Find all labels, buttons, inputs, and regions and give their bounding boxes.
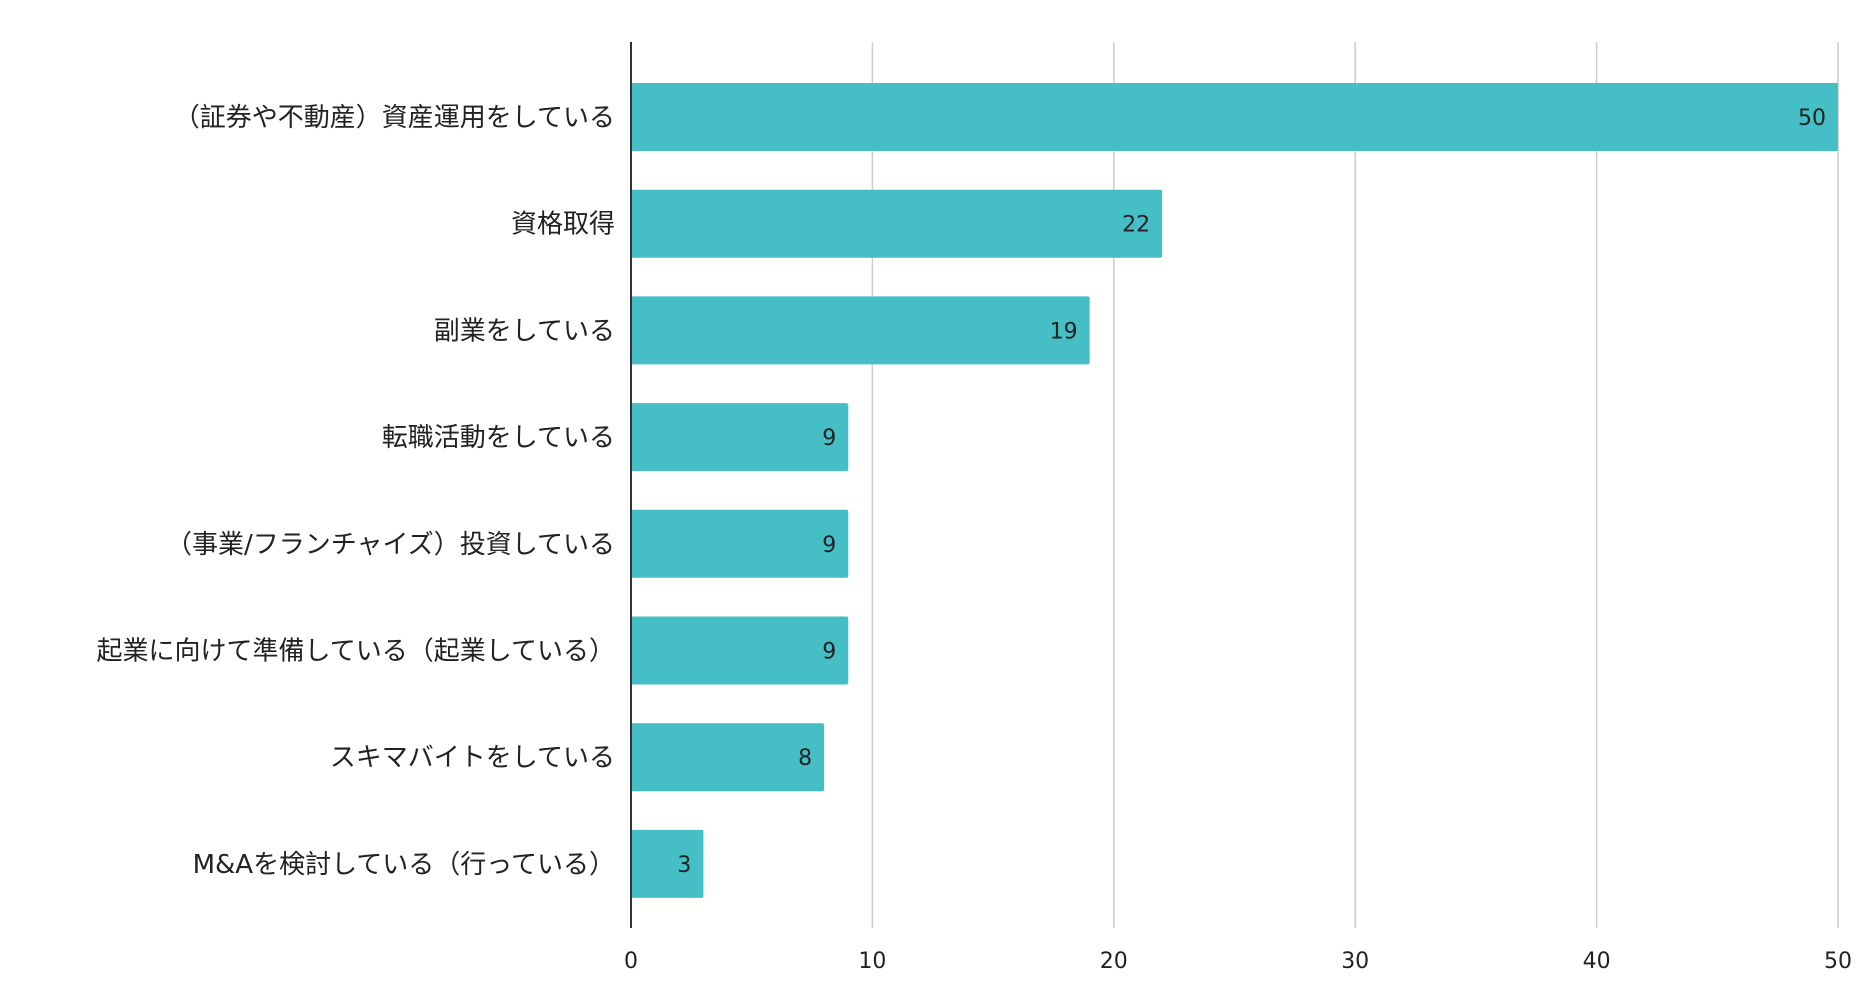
x-tick-label: 50	[1824, 949, 1852, 974]
gridlines	[871, 42, 1839, 928]
bar-value-label: 19	[1050, 319, 1078, 344]
x-tick-label: 20	[1100, 949, 1128, 974]
category-label: （証券や不動産）資産運用をしている	[174, 103, 615, 133]
bar-value-label: 3	[677, 853, 691, 878]
bar-value-label: 50	[1798, 106, 1826, 131]
category-label: M&Aを検討している（行っている）	[193, 850, 615, 880]
bar	[631, 296, 1090, 365]
bar-value-label: 22	[1122, 213, 1150, 238]
bar	[631, 509, 849, 578]
bar	[631, 829, 704, 898]
bar	[631, 189, 1163, 258]
x-tick-label: 0	[624, 949, 638, 974]
category-label: 資格取得	[511, 210, 615, 240]
category-label: 転職活動をしている	[382, 423, 615, 453]
category-label: スキマバイトをしている	[330, 743, 615, 773]
bar-value-label: 9	[822, 640, 836, 665]
bar-value-label: 8	[798, 746, 812, 771]
bar-value-label: 9	[822, 533, 836, 558]
bar	[631, 723, 825, 792]
bar	[631, 403, 849, 472]
bar-value-label: 9	[822, 426, 836, 451]
bar	[631, 616, 849, 685]
x-tick-label: 30	[1341, 949, 1369, 974]
labels: 0 10 20 30 40 50 50 （証券や不動産）資産運用をしている 22 資格取得 19 副業…	[97, 103, 1852, 974]
x-tick-label: 10	[858, 949, 886, 974]
category-label: 起業に向けて準備している（起業している）	[97, 637, 615, 667]
bar	[631, 83, 1838, 151]
x-tick-label: 40	[1583, 949, 1611, 974]
bars	[631, 83, 1838, 898]
category-label: 副業をしている	[434, 316, 615, 346]
category-label: （事業/フランチャイズ）投資している	[166, 530, 615, 560]
